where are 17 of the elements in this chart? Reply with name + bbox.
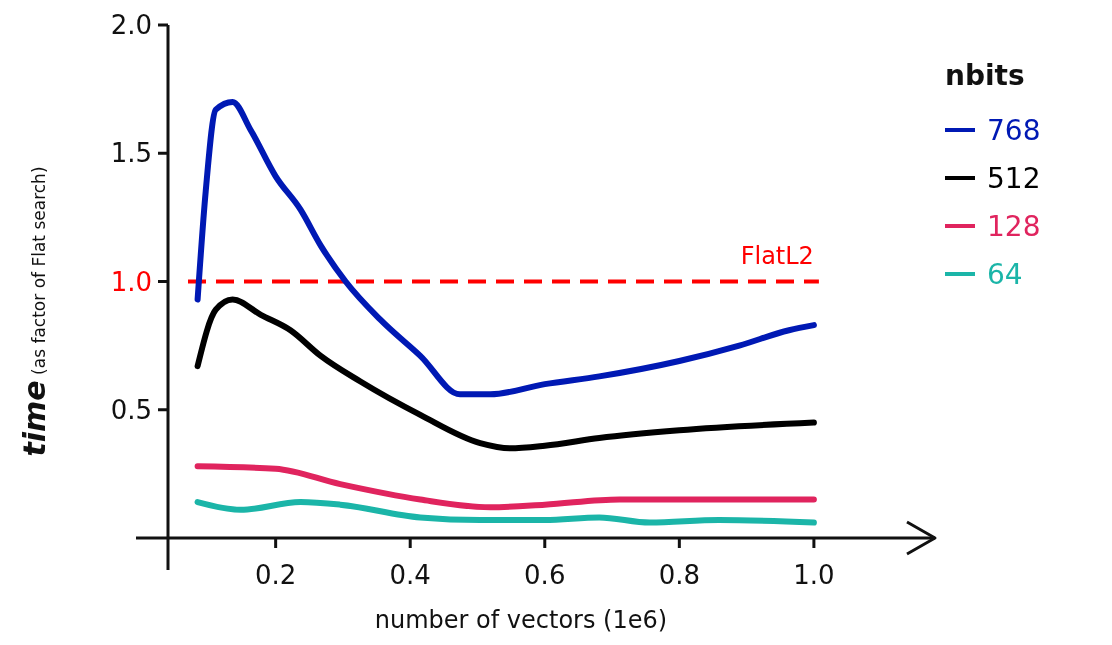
x-axis-title: number of vectors (1e6) — [374, 606, 668, 634]
y-tick-label: 2.0 — [110, 10, 152, 41]
x-tick-label: 0.4 — [389, 560, 431, 590]
y-axis-title: time (as factor of Flat search) — [17, 166, 52, 457]
x-tick-label: 0.2 — [254, 560, 297, 590]
legend-label: 512 — [987, 161, 1041, 195]
x-tick-label: 0.6 — [524, 560, 566, 590]
ref-line-label: FlatL2 — [740, 241, 814, 270]
y-tick-label: 1.0 — [110, 266, 152, 297]
y-tick-label: 0.5 — [110, 394, 152, 425]
x-tick-label: 1.0 — [793, 560, 835, 590]
legend-title: nbits — [945, 59, 1025, 92]
legend-label: 768 — [987, 113, 1041, 147]
y-tick-label: 1.5 — [110, 138, 152, 169]
legend-label: 64 — [987, 257, 1023, 291]
x-tick-label: 0.8 — [658, 560, 701, 590]
legend-label: 128 — [987, 209, 1041, 243]
